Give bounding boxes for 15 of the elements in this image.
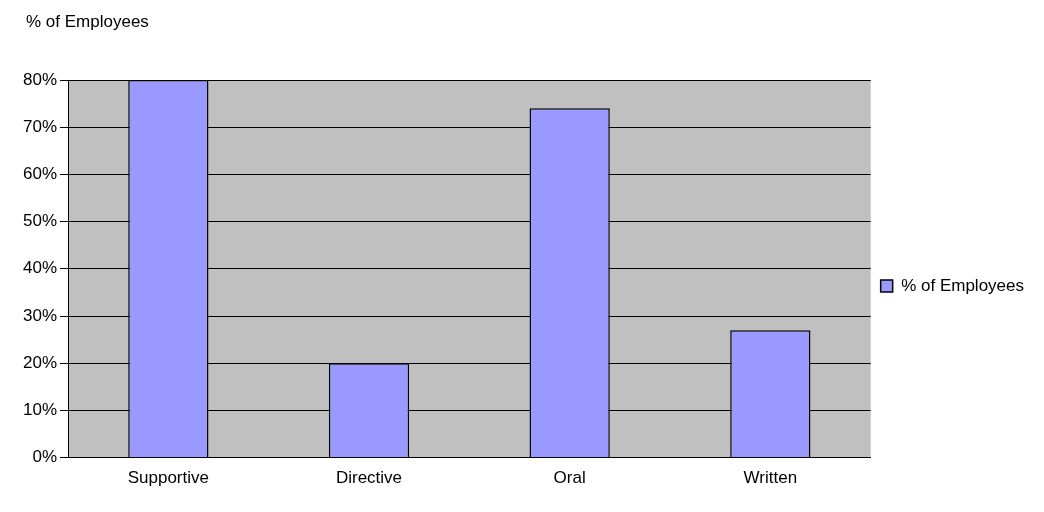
y-tick-label: 30%: [22, 305, 58, 325]
x-tick-label: Oral: [553, 468, 586, 488]
y-tick-label: 80%: [22, 69, 58, 89]
y-tick-label: 20%: [22, 352, 58, 372]
chart-title: % of Employees: [26, 12, 149, 32]
y-tick-label: 60%: [22, 164, 58, 184]
y-tick-label: 10%: [22, 400, 58, 420]
x-tick-label: Written: [743, 468, 798, 488]
y-tick-label: 70%: [22, 116, 58, 136]
legend-label: % of Employees: [901, 275, 1025, 295]
y-tick-label: 40%: [22, 258, 58, 278]
x-tick-label: Directive: [335, 468, 403, 488]
x-tick-label: Supportive: [127, 468, 209, 488]
y-tick-label: 0%: [32, 447, 58, 467]
y-tick-label: 50%: [22, 211, 58, 231]
